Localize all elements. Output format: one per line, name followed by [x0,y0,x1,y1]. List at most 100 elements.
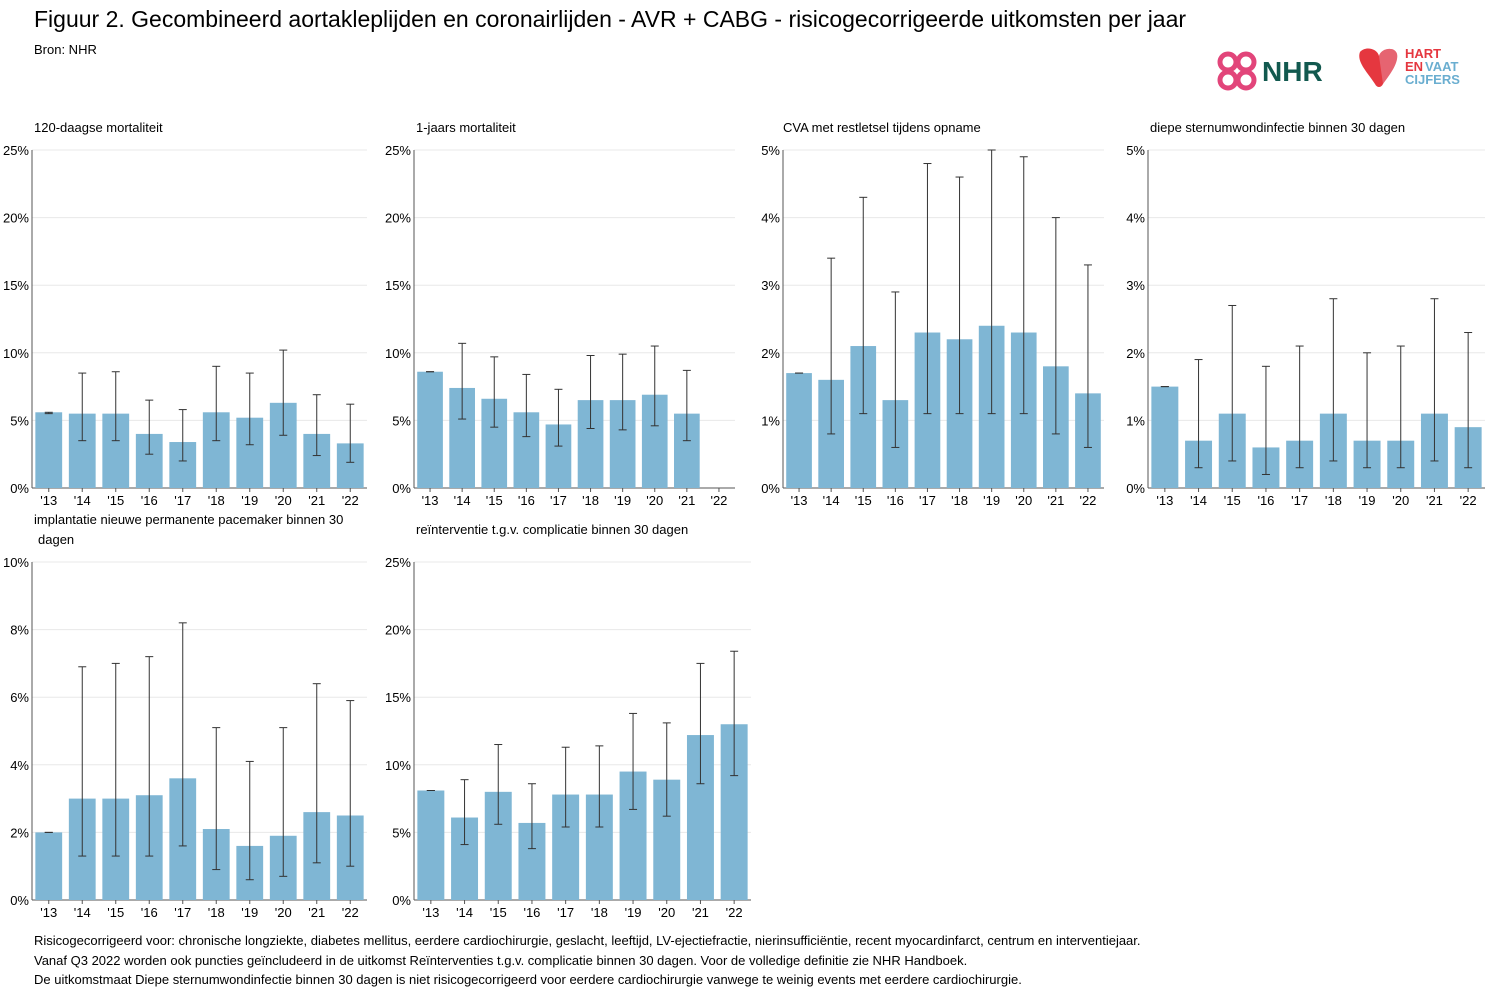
y-tick-label: 5% [392,413,411,428]
y-tick-label: 25% [385,555,411,570]
panel-title-cva: CVA met restletsel tijdens opname [783,120,981,135]
panel-title-reintervention: reïnterventie t.g.v. complicatie binnen … [416,522,689,537]
bar [1151,386,1179,488]
nhr-logo: NHR [1217,51,1323,91]
y-tick-label: 3% [1126,278,1145,293]
y-tick-label: 10% [385,758,411,773]
logo-word-vaat: VAAT [1425,59,1459,74]
x-tick-label: '20 [1392,493,1409,508]
x-tick-label: '22 [710,493,727,508]
x-tick-label: '22 [726,905,743,920]
x-tick-label: '14 [454,493,471,508]
footnote-sternum: De uitkomstmaat Diepe sternumwondinfecti… [34,972,1022,987]
x-tick-label: '22 [1460,493,1477,508]
y-tick-label: 5% [10,413,29,428]
y-tick-label: 0% [1126,481,1145,496]
x-tick-label: '18 [208,905,225,920]
chart-panel-4: 0% 2% 4% 6% 8% 10% '13 '14 '15 '16 '17 '18 '19 '20 '21… [3,555,367,920]
y-tick-label: 0% [392,893,411,908]
panel-title-pacemaker: implantatie nieuwe permanente pacemaker … [34,510,343,550]
x-tick-label: '16 [887,493,904,508]
y-tick-label: 0% [392,481,411,496]
x-tick-label: '17 [919,493,936,508]
x-tick-label: '19 [1359,493,1376,508]
x-tick-label: '18 [591,905,608,920]
x-tick-label: '16 [141,493,158,508]
y-tick-label: 1% [761,413,780,428]
x-tick-label: '19 [625,905,642,920]
logo-word-hart: HART [1405,46,1441,61]
x-tick-label: '17 [557,905,574,920]
y-tick-label: 5% [761,143,780,158]
y-tick-label: 0% [10,893,29,908]
chart-panel-1: 0% 5% 10% 15% 20% 25% '13 '14 '15 '16 '17 '18 '19 '20… [385,143,735,508]
bar [35,412,63,488]
chart-panel-3: 0% 1% 2% 3% 4% 5% '13 '14 '15 '16 '17 '18 '19 '20 '21 '… [1126,143,1485,508]
x-tick-label: '19 [241,905,258,920]
x-tick-label: '14 [74,905,91,920]
x-tick-label: '14 [823,493,840,508]
y-tick-label: 25% [3,143,29,158]
x-tick-label: '13 [40,905,57,920]
x-tick-label: '21 [1426,493,1443,508]
nhr-cross-icon [1217,51,1257,91]
x-tick-label: '18 [582,493,599,508]
x-tick-label: '20 [646,493,663,508]
x-tick-label: '16 [1257,493,1274,508]
x-tick-label: '13 [1156,493,1173,508]
y-tick-label: 20% [385,211,411,226]
x-tick-label: '16 [518,493,535,508]
logo-word-en: EN [1405,59,1423,74]
x-tick-label: '13 [422,493,439,508]
x-tick-label: '22 [1079,493,1096,508]
x-tick-label: '15 [486,493,503,508]
x-tick-label: '13 [791,493,808,508]
x-tick-label: '14 [74,493,91,508]
y-tick-label: 2% [761,346,780,361]
panel-title-120d-mortality: 120-daagse mortaliteit [34,120,163,135]
logo-word-cijfers: CIJFERS [1405,72,1460,87]
bar [417,790,445,900]
y-tick-label: 15% [385,690,411,705]
x-tick-label: '21 [1047,493,1064,508]
y-tick-label: 20% [3,211,29,226]
x-tick-label: '16 [523,905,540,920]
y-tick-label: 10% [3,555,29,570]
chart-panel-5: 0% 5% 10% 15% 20% 25% '13 '14 '15 '16 '17 '18 '19 '20… [385,555,751,920]
figure-title: Figuur 2. Gecombineerd aortakleplijden e… [34,6,1187,32]
y-tick-label: 4% [1126,211,1145,226]
footnote-risk-adjustment: Risicogecorrigeerd voor: chronische long… [34,933,1141,948]
x-tick-label: '20 [275,905,292,920]
panel-title-pacemaker-line-1: implantatie nieuwe permanente pacemaker … [34,512,344,527]
x-tick-label: '14 [1190,493,1207,508]
y-tick-label: 0% [10,481,29,496]
x-tick-label: '13 [40,493,57,508]
y-tick-label: 2% [10,825,29,840]
x-tick-label: '22 [342,493,359,508]
y-tick-label: 4% [10,758,29,773]
panel-title-sternum-infection: diepe sternumwondinfectie binnen 30 dage… [1150,120,1406,135]
x-tick-label: '18 [951,493,968,508]
x-tick-label: '20 [275,493,292,508]
x-tick-label: '17 [1291,493,1308,508]
x-tick-label: '18 [208,493,225,508]
bar [417,371,443,488]
x-tick-label: '21 [692,905,709,920]
y-tick-label: 0% [761,481,780,496]
x-tick-label: '19 [983,493,1000,508]
y-tick-label: 6% [10,690,29,705]
y-tick-label: 3% [761,278,780,293]
y-tick-label: 8% [10,623,29,638]
chart-panel-0: 0% 5% 10% 15% 20% 25% '13 '14 '15 '16 '17 '18 '19 '20… [3,143,367,508]
x-tick-label: '20 [1015,493,1032,508]
x-tick-label: '15 [1224,493,1241,508]
x-tick-label: '15 [855,493,872,508]
panel-title-pacemaker-line-2: dagen [38,532,75,547]
source-label: Bron: NHR [34,42,97,57]
x-tick-label: '14 [456,905,473,920]
y-tick-label: 10% [3,346,29,361]
bar [786,373,812,488]
x-tick-label: '22 [342,905,359,920]
x-tick-label: '21 [308,493,325,508]
